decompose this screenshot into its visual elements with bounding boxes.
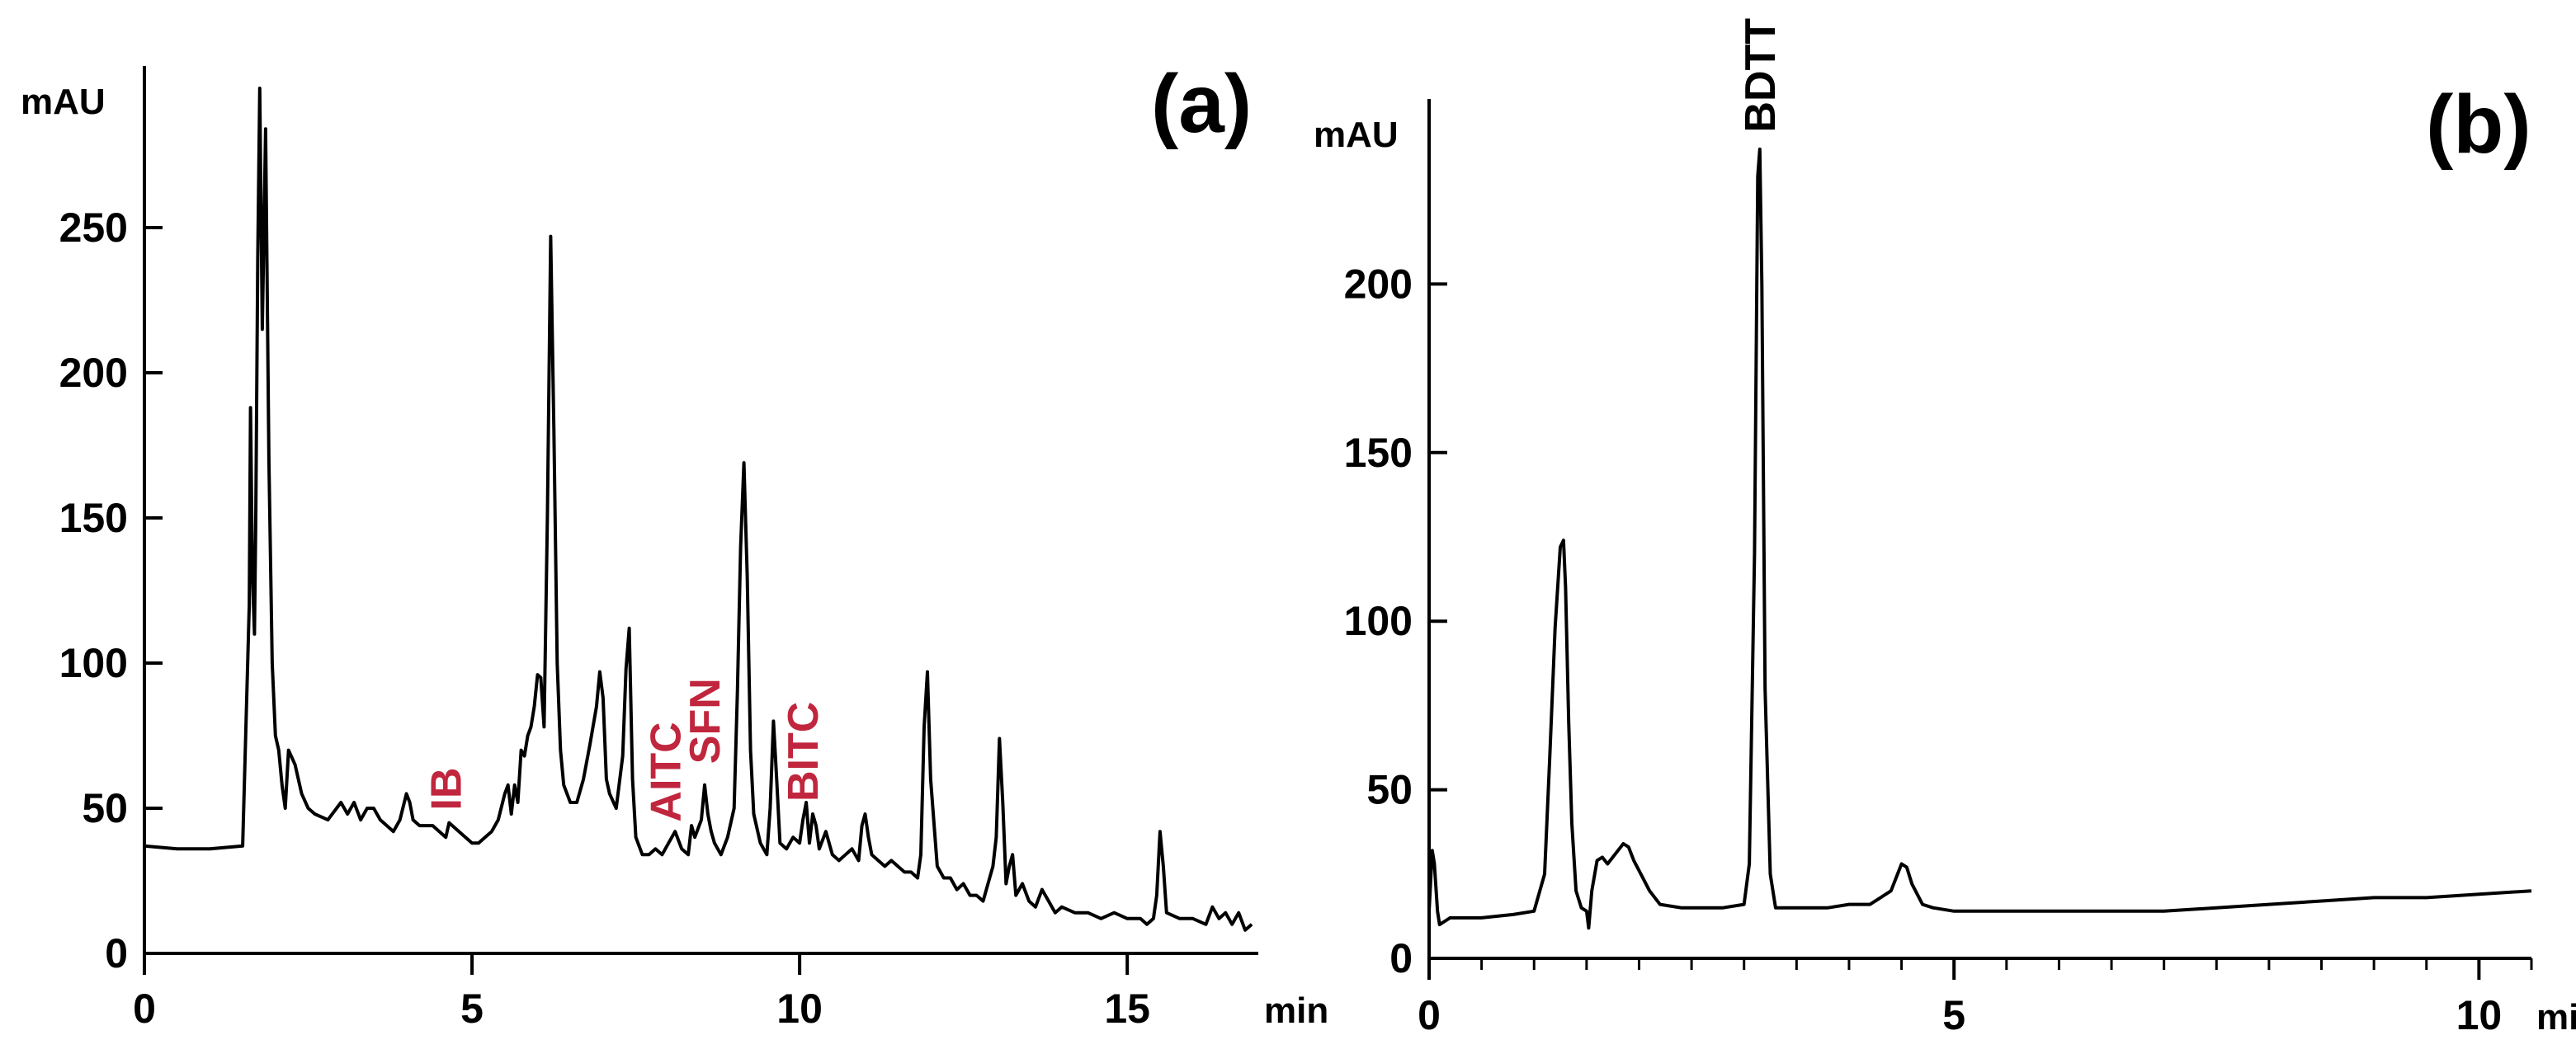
panel-b-y-tick-label: 200 [1344, 261, 1413, 307]
panel-b-y-tick-label: 0 [1389, 935, 1413, 981]
panel-a-peak-label-sfn: SFN [682, 678, 729, 764]
panel-b-y-tick-label: 50 [1366, 767, 1413, 813]
panel-b-series-line [1427, 147, 2532, 930]
panel-a-x-tick-label: 0 [133, 986, 156, 1032]
panel-a-peak-label-bitc: BITC [780, 702, 828, 802]
panel-a-x-tick-label: 15 [1104, 986, 1150, 1032]
panel-a-y-tick-label: 0 [105, 930, 128, 976]
panel-b-x-tick-label: 0 [1418, 992, 1441, 1038]
panel-b-x-unit-label: min [2536, 997, 2576, 1038]
panel-a-x-tick-label: 10 [776, 986, 823, 1032]
panel-a-y-tick-label: 250 [59, 205, 128, 251]
panel-a-y-tick-label: 100 [59, 640, 128, 686]
panel-a-peak-label-ib: IB [422, 768, 470, 811]
panel-a-y-tick-label: 50 [82, 785, 128, 831]
panel-a-x-tick-label: 5 [460, 986, 484, 1032]
panel-a-y-tick-label: 200 [59, 350, 128, 396]
panel-b-y-tick-label: 150 [1344, 430, 1413, 476]
panel-a-x-unit-label: min [1264, 990, 1328, 1031]
panel-b-x-tick-label: 5 [1942, 992, 1965, 1038]
panel-a-label: (a) [1151, 58, 1252, 150]
panel-a-y-axis-label: mAU [21, 82, 106, 122]
panel-b-y-axis-label: mAU [1314, 115, 1399, 155]
panel-b-peak-label-bdtt: BDTT [1737, 18, 1785, 133]
panel-a-peak-label-aitc: AITC [642, 722, 690, 821]
panel-b-label: (b) [2426, 78, 2531, 171]
panel-b-y-tick-label: 100 [1344, 598, 1413, 644]
panel-a-y-tick-label: 150 [59, 495, 128, 541]
panel-b: 0510050100150200mAUmin(b)BDTT [1314, 18, 2576, 1038]
panel-b-x-tick-label: 10 [2456, 992, 2503, 1038]
panel-a-series-line [144, 87, 1253, 932]
